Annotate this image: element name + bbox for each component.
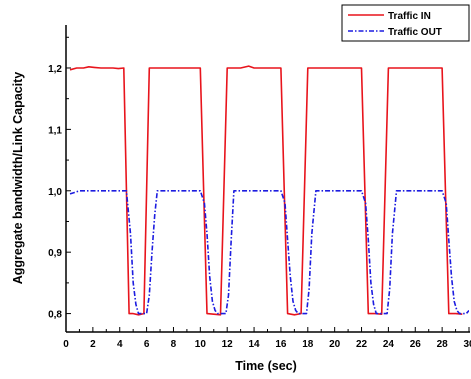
x-tick-label-14: 14 xyxy=(249,339,261,350)
y-tick-label-3: 1,1 xyxy=(48,125,62,136)
x-tick-label-18: 18 xyxy=(302,339,314,350)
x-tick-label-20: 20 xyxy=(329,339,341,350)
x-tick-label-30: 30 xyxy=(463,339,471,350)
x-tick-label-0: 0 xyxy=(63,339,69,350)
x-axis-title: Time (sec) xyxy=(235,359,297,373)
y-tick-label-2: 1,0 xyxy=(48,187,62,198)
x-tick-label-26: 26 xyxy=(410,339,422,350)
legend-box xyxy=(341,4,470,42)
x-tick-label-6: 6 xyxy=(144,339,150,350)
legend-label-traffic-in: Traffic IN xyxy=(388,11,431,22)
legend: Traffic IN Traffic OUT xyxy=(341,4,470,42)
x-tick-label-22: 22 xyxy=(356,339,368,350)
legend-label-traffic-out: Traffic OUT xyxy=(388,27,442,38)
x-tick-label-16: 16 xyxy=(275,339,287,350)
y-tick-label-0: 0,8 xyxy=(48,310,62,321)
series-line-traffic-out xyxy=(69,190,469,315)
y-tick-label-1: 0,9 xyxy=(48,248,62,259)
x-tick-label-4: 4 xyxy=(117,339,123,350)
y-tick-label-4: 1,2 xyxy=(48,64,62,75)
y-axis-title: Aggregate bandwidth/Link Capacity xyxy=(11,72,25,285)
x-tick-label-2: 2 xyxy=(90,339,96,350)
x-tick-label-12: 12 xyxy=(222,339,234,350)
x-tick-label-10: 10 xyxy=(195,339,207,350)
x-tick-label-24: 24 xyxy=(383,339,395,350)
series-line-traffic-in xyxy=(69,65,463,316)
x-tick-label-8: 8 xyxy=(171,339,177,350)
x-tick-label-28: 28 xyxy=(437,339,449,350)
